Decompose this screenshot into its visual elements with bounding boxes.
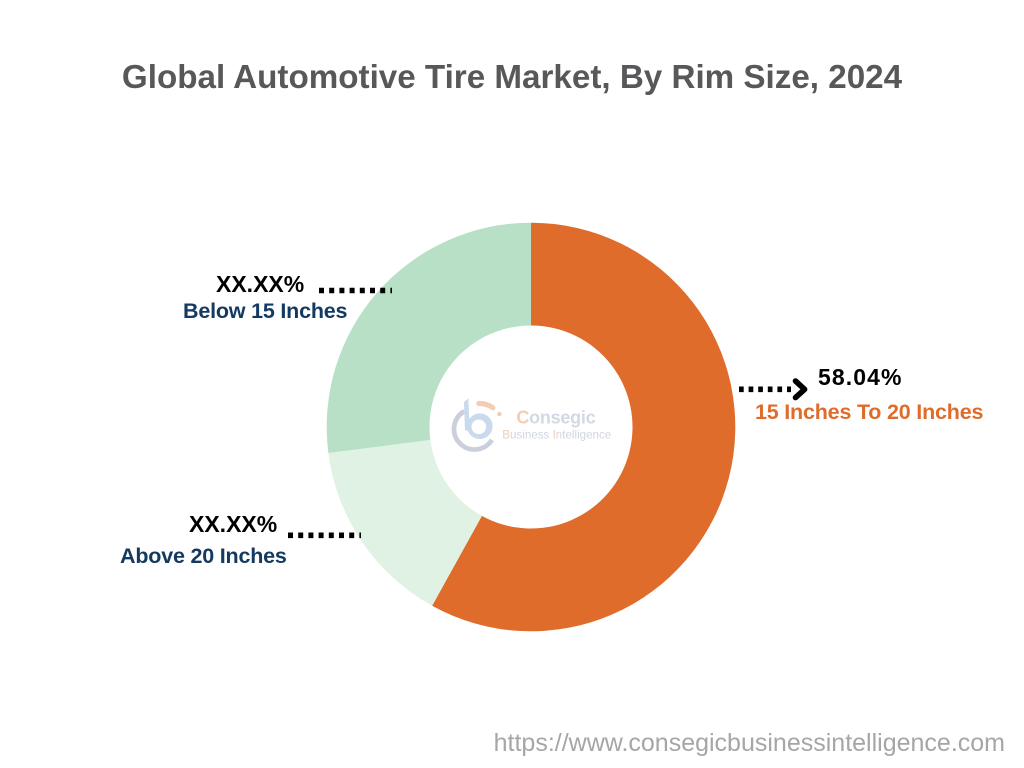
svg-text:Business Intelligence: Business Intelligence	[502, 429, 611, 442]
svg-text:Consegic: Consegic	[516, 407, 595, 427]
